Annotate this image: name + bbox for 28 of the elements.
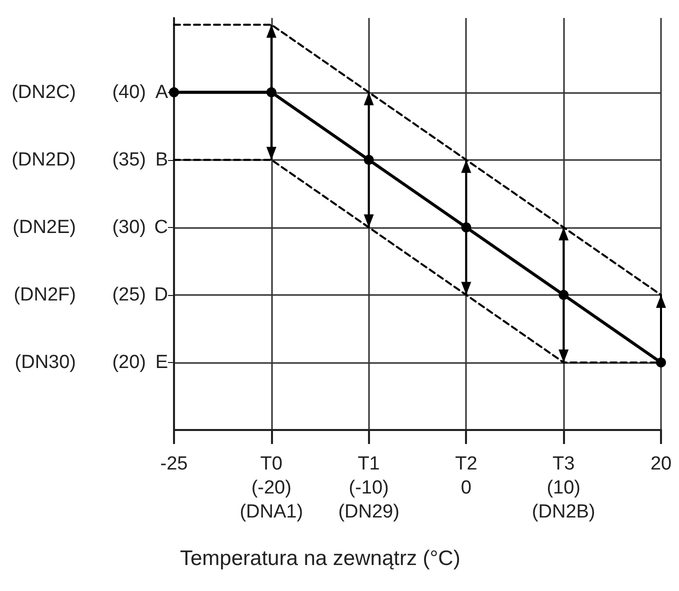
y-tick-label: (20) <box>112 352 146 373</box>
x-axis-title: Temperatura na zewnątrz (°C) <box>180 547 460 570</box>
text: (DN2F) <box>14 284 76 306</box>
text: (DN30) <box>14 352 76 373</box>
text: (DN2C) <box>12 82 76 103</box>
y-tick-label: (30) <box>112 216 146 238</box>
text: (DN2D) <box>12 149 76 170</box>
x-tick-label: T0 (-20) (DNA1) <box>240 454 304 522</box>
point <box>169 87 179 98</box>
point <box>266 87 276 98</box>
x-tick-label: T3 (10) (DN2B) <box>532 454 596 522</box>
x-tick-label: T2 0 <box>455 454 478 498</box>
x-tick-label: 20 <box>650 454 672 474</box>
y-tick-label: (35) <box>112 149 146 170</box>
text: D <box>154 284 168 306</box>
y-tick-label: (25) <box>112 284 146 306</box>
point <box>364 154 374 165</box>
text: E <box>155 352 168 373</box>
text: A <box>155 82 168 103</box>
point <box>558 290 569 300</box>
x-tick-label: T1 (-10) (DN29) <box>338 454 400 522</box>
point <box>461 222 472 232</box>
x-tick-label: -25 <box>160 454 188 474</box>
text: (DN2E) <box>12 216 76 238</box>
text: B <box>155 149 168 170</box>
text: C <box>154 216 168 238</box>
y-tick-label: (40) <box>112 82 146 103</box>
point <box>656 357 666 368</box>
